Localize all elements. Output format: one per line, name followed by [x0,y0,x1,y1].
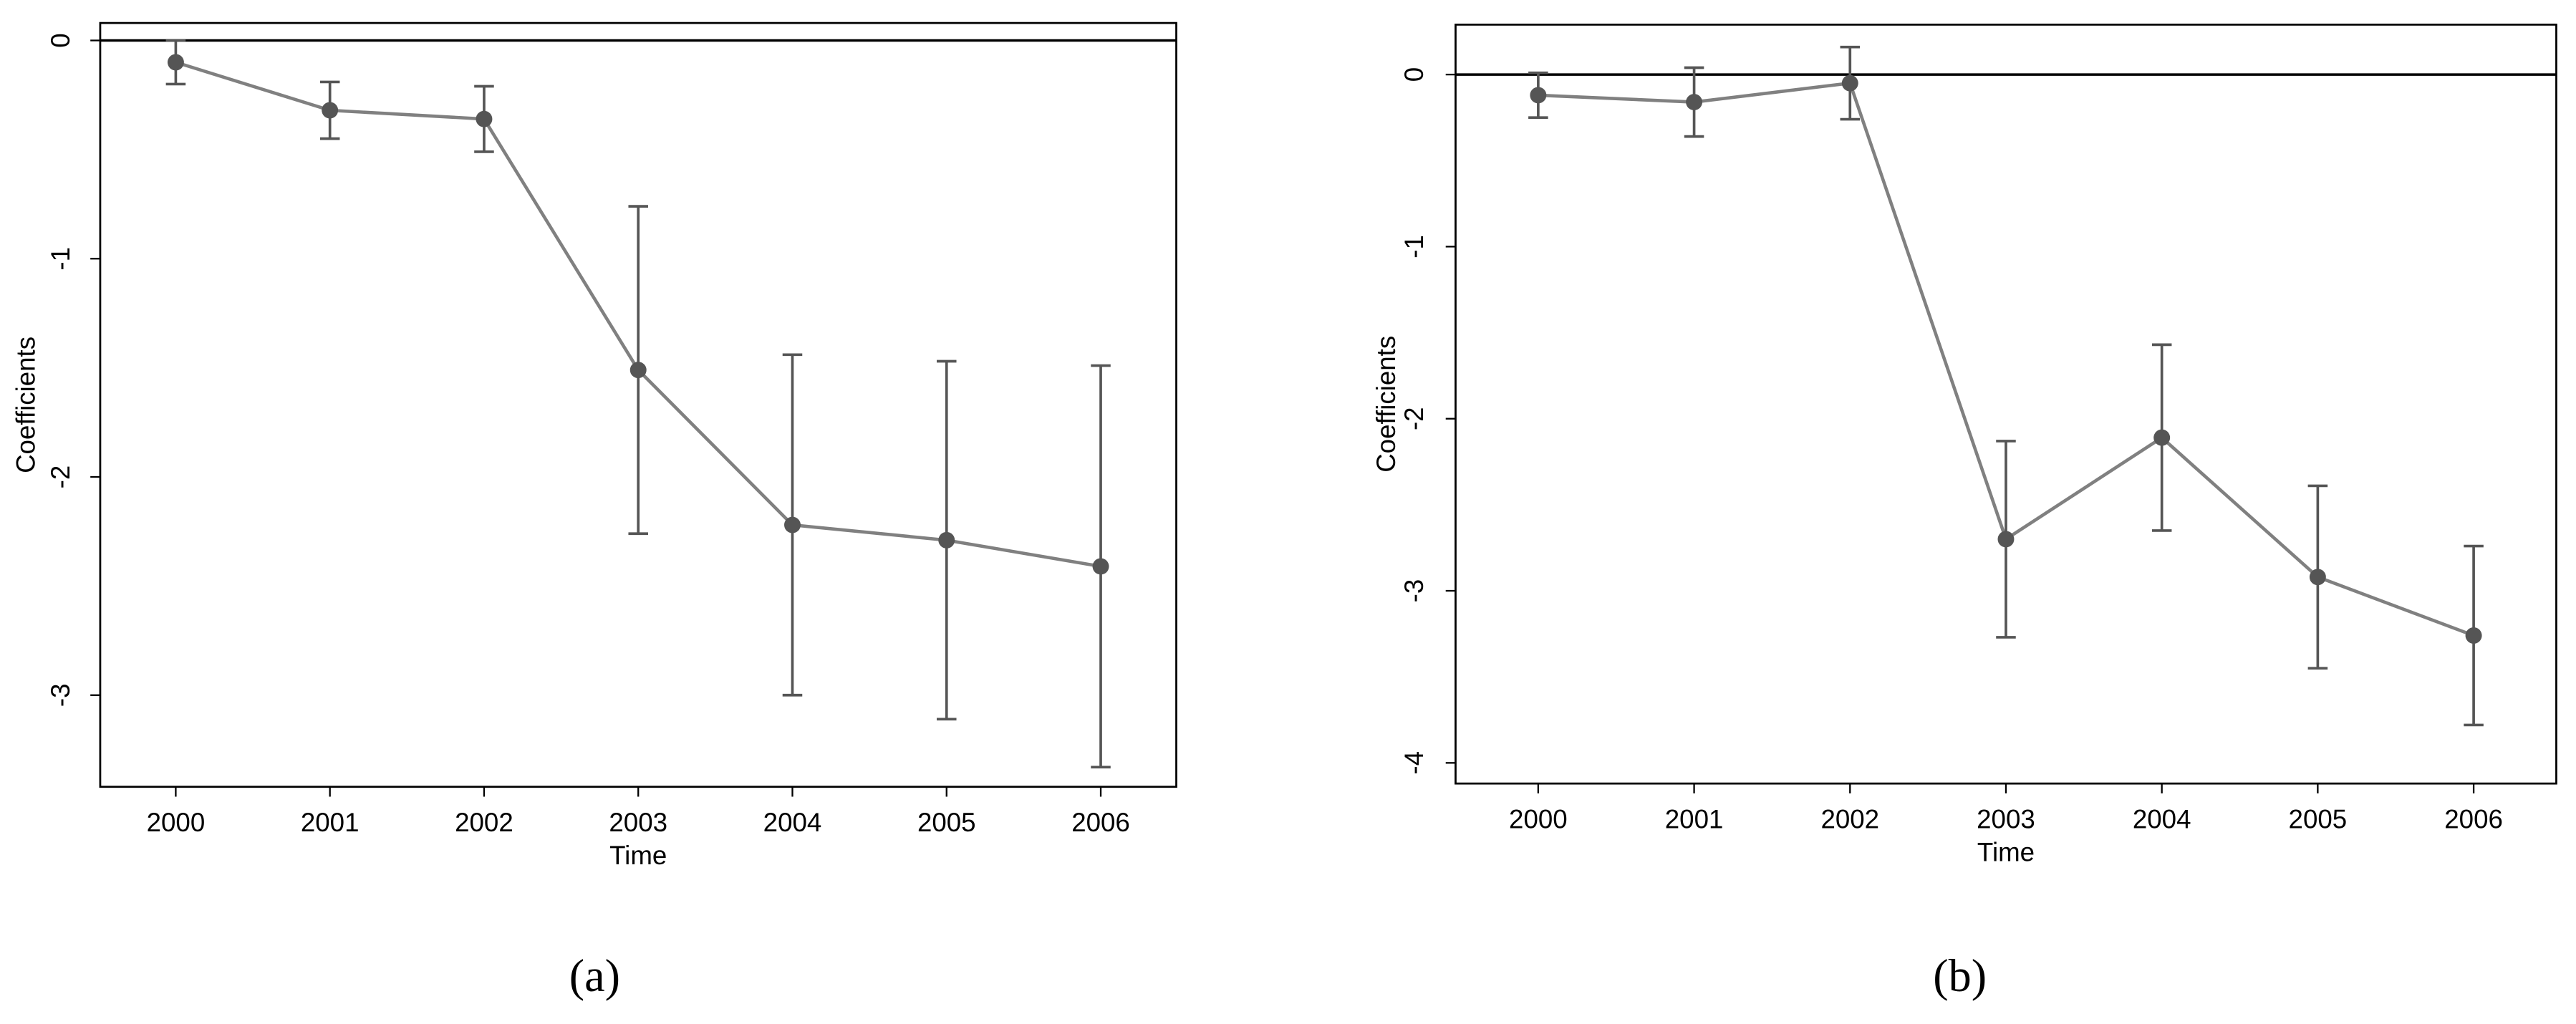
panel-label: (b) [1933,950,1987,1001]
x-tick-label: 2006 [2444,805,2503,834]
point [629,362,647,379]
point [1841,74,1858,92]
x-tick-label: 2004 [2133,805,2191,834]
point [1092,558,1109,575]
x-tick-label: 2002 [1820,805,1879,834]
y-tick-label: -1 [1399,235,1429,259]
point [167,54,184,71]
x-tick-label: 2000 [147,808,206,837]
point [2465,627,2482,644]
point [1997,531,2015,548]
y-tick-label: -3 [1399,579,1429,603]
x-tick-label: 2004 [763,808,822,837]
x-tick-label: 2000 [1509,805,1568,834]
plot-frame [1455,24,2557,785]
y-tick-label: -2 [1399,407,1429,430]
point [322,102,339,119]
y-tick-label: 0 [1399,67,1429,82]
x-tick-label: 2001 [301,808,360,837]
y-axis-label: Coefficients [1371,336,1401,473]
x-axis-label: Time [1977,838,2035,867]
point [1530,87,1547,104]
x-tick-label: 2003 [1977,805,2035,834]
point [2153,429,2171,446]
x-tick-label: 2002 [455,808,513,837]
y-tick-label: -2 [46,465,75,489]
y-tick-label: -1 [46,247,75,271]
point [2309,569,2326,586]
point [1686,94,1703,111]
x-tick-label: 2003 [609,808,667,837]
x-tick-label: 2001 [1665,805,1724,834]
point [784,516,801,533]
y-axis-label: Coefficients [11,337,41,473]
panel-label: (a) [569,950,620,1001]
x-tick-label: 2005 [917,808,976,837]
y-tick-label: 0 [46,33,75,47]
point [476,110,493,127]
point [938,531,955,549]
y-tick-label: -4 [1399,751,1429,775]
x-axis-label: Time [609,841,667,870]
x-tick-label: 2006 [1071,808,1130,837]
y-tick-label: -3 [46,683,75,707]
x-tick-label: 2005 [2289,805,2348,834]
